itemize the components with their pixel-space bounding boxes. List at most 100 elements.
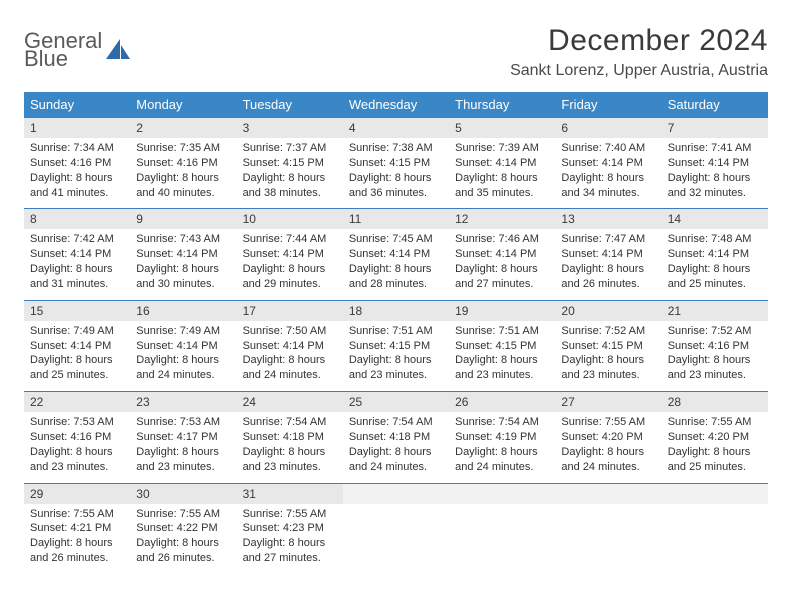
weekday-header: Friday <box>555 92 661 118</box>
day-detail-cell: Sunrise: 7:55 AMSunset: 4:20 PMDaylight:… <box>662 412 768 483</box>
day-number: 7 <box>668 121 675 135</box>
day-detail-cell: Sunrise: 7:48 AMSunset: 4:14 PMDaylight:… <box>662 229 768 300</box>
day-d1: Daylight: 8 hours <box>243 171 337 186</box>
day-number: 18 <box>349 304 362 318</box>
day-number: 22 <box>30 395 43 409</box>
day-d2: and 24 minutes. <box>455 460 549 475</box>
day-d1: Daylight: 8 hours <box>668 353 762 368</box>
day-d2: and 23 minutes. <box>668 368 762 383</box>
day-detail-cell: Sunrise: 7:49 AMSunset: 4:14 PMDaylight:… <box>130 321 236 392</box>
day-d2: and 23 minutes. <box>349 368 443 383</box>
day-d1: Daylight: 8 hours <box>455 262 549 277</box>
day-set: Sunset: 4:15 PM <box>455 339 549 354</box>
day-detail-cell: Sunrise: 7:54 AMSunset: 4:19 PMDaylight:… <box>449 412 555 483</box>
day-detail-cell: Sunrise: 7:52 AMSunset: 4:15 PMDaylight:… <box>555 321 661 392</box>
day-number: 12 <box>455 212 468 226</box>
day-d2: and 23 minutes. <box>561 368 655 383</box>
day-d1: Daylight: 8 hours <box>30 445 124 460</box>
brand-logo: General Blue <box>24 24 132 70</box>
day-number-cell <box>343 483 449 504</box>
day-detail-cell: Sunrise: 7:34 AMSunset: 4:16 PMDaylight:… <box>24 138 130 209</box>
day-detail-row: Sunrise: 7:49 AM Sunset: 4:14 PM Daylight:… <box>24 321 768 392</box>
day-number-cell <box>555 483 661 504</box>
day-d2: and 26 minutes. <box>136 551 230 566</box>
day-number-row: 891011121314 <box>24 209 768 230</box>
day-number-cell: 9 <box>130 209 236 230</box>
day-set: Sunset: 4:14 PM <box>30 339 124 354</box>
day-detail-cell: Sunrise: 7:38 AMSunset: 4:15 PMDaylight:… <box>343 138 449 209</box>
day-rise: Sunrise: 7:37 AM <box>243 141 337 156</box>
day-set: Sunset: 4:14 PM <box>455 156 549 171</box>
day-d1: Daylight: 8 hours <box>349 171 443 186</box>
day-detail-cell: Sunrise: 7:52 AMSunset: 4:16 PMDaylight:… <box>662 321 768 392</box>
day-number-row: 15161718192021 <box>24 300 768 321</box>
day-rise: Sunrise: 7:54 AM <box>243 415 337 430</box>
weekday-header: Tuesday <box>237 92 343 118</box>
day-rise: Sunrise: 7:48 AM <box>668 232 762 247</box>
day-number: 3 <box>243 121 250 135</box>
day-rise: Sunrise: 7:53 AM <box>30 415 124 430</box>
weekday-header: Sunday <box>24 92 130 118</box>
day-d1: Daylight: 8 hours <box>243 262 337 277</box>
day-number-cell: 23 <box>130 392 236 413</box>
day-number: 31 <box>243 487 256 501</box>
day-number-cell: 29 <box>24 483 130 504</box>
day-set: Sunset: 4:14 PM <box>30 247 124 262</box>
day-number-cell: 7 <box>662 118 768 139</box>
day-number-cell: 3 <box>237 118 343 139</box>
day-number: 10 <box>243 212 256 226</box>
day-detail-cell: Sunrise: 7:54 AMSunset: 4:18 PMDaylight:… <box>343 412 449 483</box>
day-d1: Daylight: 8 hours <box>243 536 337 551</box>
day-detail-cell: Sunrise: 7:55 AMSunset: 4:22 PMDaylight:… <box>130 504 236 574</box>
day-set: Sunset: 4:14 PM <box>561 247 655 262</box>
day-d1: Daylight: 8 hours <box>136 262 230 277</box>
day-rise: Sunrise: 7:49 AM <box>136 324 230 339</box>
day-d1: Daylight: 8 hours <box>30 171 124 186</box>
day-detail-cell: Sunrise: 7:55 AMSunset: 4:21 PMDaylight:… <box>24 504 130 574</box>
day-d1: Daylight: 8 hours <box>455 353 549 368</box>
day-d1: Daylight: 8 hours <box>136 353 230 368</box>
day-d2: and 41 minutes. <box>30 186 124 201</box>
day-d1: Daylight: 8 hours <box>668 445 762 460</box>
day-set: Sunset: 4:15 PM <box>349 339 443 354</box>
day-d2: and 24 minutes. <box>349 460 443 475</box>
day-rise: Sunrise: 7:54 AM <box>349 415 443 430</box>
day-d1: Daylight: 8 hours <box>561 171 655 186</box>
day-rise: Sunrise: 7:45 AM <box>349 232 443 247</box>
day-number: 27 <box>561 395 574 409</box>
day-number: 29 <box>30 487 43 501</box>
day-set: Sunset: 4:19 PM <box>455 430 549 445</box>
day-number: 20 <box>561 304 574 318</box>
day-detail-cell: Sunrise: 7:50 AMSunset: 4:14 PMDaylight:… <box>237 321 343 392</box>
day-number-cell: 15 <box>24 300 130 321</box>
day-number-cell: 8 <box>24 209 130 230</box>
day-number-cell: 26 <box>449 392 555 413</box>
calendar-table: Sunday Monday Tuesday Wednesday Thursday… <box>24 92 768 574</box>
day-number-cell: 20 <box>555 300 661 321</box>
day-number: 26 <box>455 395 468 409</box>
day-rise: Sunrise: 7:35 AM <box>136 141 230 156</box>
day-d2: and 31 minutes. <box>30 277 124 292</box>
calendar-page: General Blue December 2024 Sankt Lorenz,… <box>0 0 792 574</box>
day-detail-cell <box>555 504 661 574</box>
day-d1: Daylight: 8 hours <box>243 353 337 368</box>
day-set: Sunset: 4:18 PM <box>349 430 443 445</box>
day-d2: and 23 minutes. <box>455 368 549 383</box>
title-block: December 2024 Sankt Lorenz, Upper Austri… <box>510 24 768 80</box>
day-detail-cell <box>449 504 555 574</box>
day-detail-cell: Sunrise: 7:39 AMSunset: 4:14 PMDaylight:… <box>449 138 555 209</box>
day-rise: Sunrise: 7:55 AM <box>30 507 124 522</box>
day-set: Sunset: 4:14 PM <box>349 247 443 262</box>
day-rise: Sunrise: 7:43 AM <box>136 232 230 247</box>
day-rise: Sunrise: 7:42 AM <box>30 232 124 247</box>
page-header: General Blue December 2024 Sankt Lorenz,… <box>24 24 768 80</box>
day-detail-cell: Sunrise: 7:51 AMSunset: 4:15 PMDaylight:… <box>449 321 555 392</box>
logo-sail-icon <box>106 39 132 63</box>
day-detail-row: Sunrise: 7:42 AMSunset: 4:14 PMDaylight:… <box>24 229 768 300</box>
day-number-cell: 17 <box>237 300 343 321</box>
day-detail-cell: Sunrise: 7:42 AMSunset: 4:14 PMDaylight:… <box>24 229 130 300</box>
day-d2: and 32 minutes. <box>668 186 762 201</box>
day-d2: and 25 minutes. <box>30 368 124 383</box>
day-set: Sunset: 4:14 PM <box>243 247 337 262</box>
day-number-cell: 25 <box>343 392 449 413</box>
